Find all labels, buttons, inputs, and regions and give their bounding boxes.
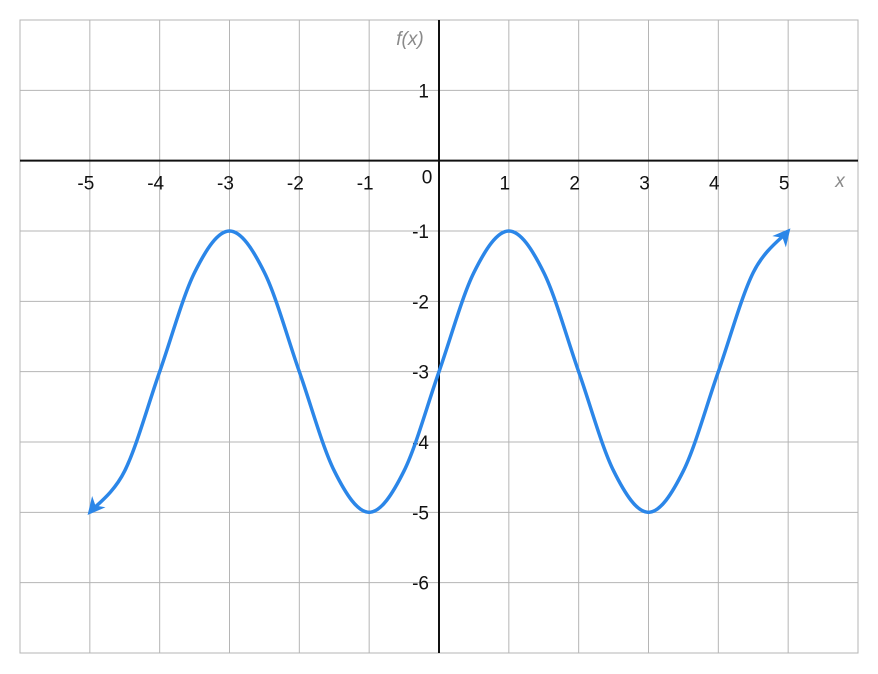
x-tick-label: 2	[569, 174, 580, 195]
x-tick-label: -1	[357, 174, 374, 195]
x-tick-label: 4	[709, 174, 720, 195]
y-tick-label: 1	[418, 81, 429, 102]
x-tick-label: -3	[217, 174, 234, 195]
x-tick-label: -5	[77, 174, 94, 195]
y-tick-label: -1	[412, 222, 429, 243]
x-tick-label: -2	[287, 174, 304, 195]
y-tick-label: -5	[412, 503, 429, 524]
x-tick-label: 5	[779, 174, 790, 195]
curve	[87, 228, 791, 516]
y-tick-label: -6	[412, 574, 429, 595]
x-tick-label: 3	[639, 174, 650, 195]
y-tick-label: -2	[412, 292, 429, 313]
x-tick-label: 0	[422, 168, 433, 189]
y-axis-label: f(x)	[396, 29, 423, 50]
x-tick-label: -4	[147, 174, 164, 195]
y-tick-label: -3	[412, 363, 429, 384]
x-tick-label: 1	[500, 174, 511, 195]
x-axis-label: x	[834, 171, 846, 192]
